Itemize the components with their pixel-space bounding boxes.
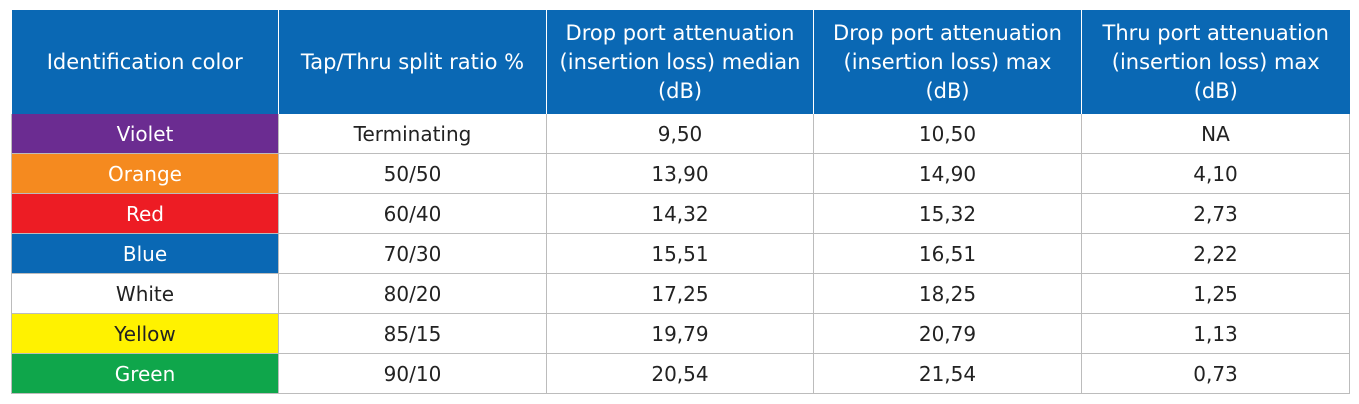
drop-max-cell: 18,25 bbox=[813, 273, 1082, 314]
table-header-row: Identification color Tap/Thru split rati… bbox=[11, 10, 1350, 114]
drop-max-cell: 20,79 bbox=[813, 313, 1082, 354]
drop-median-cell: 15,51 bbox=[546, 233, 814, 274]
thru-max-cell: 1,25 bbox=[1081, 273, 1350, 314]
color-swatch-cell: Green bbox=[11, 353, 279, 394]
attenuation-table-container: Identification color Tap/Thru split rati… bbox=[11, 10, 1350, 394]
color-swatch-cell: Red bbox=[11, 193, 279, 234]
table-row: Yellow 85/15 19,79 20,79 1,13 bbox=[11, 313, 1350, 354]
drop-median-cell: 20,54 bbox=[546, 353, 814, 394]
color-swatch-cell: Orange bbox=[11, 153, 279, 194]
table-row: Violet Terminating 9,50 10,50 NA bbox=[11, 114, 1350, 154]
table-row: Red 60/40 14,32 15,32 2,73 bbox=[11, 193, 1350, 234]
drop-median-cell: 9,50 bbox=[546, 114, 814, 154]
thru-max-cell: NA bbox=[1081, 114, 1350, 154]
table-row: Orange 50/50 13,90 14,90 4,10 bbox=[11, 153, 1350, 194]
header-drop-max: Drop port attenuation (insertion loss) m… bbox=[813, 10, 1082, 114]
split-ratio-cell: 80/20 bbox=[278, 273, 547, 314]
table-row: White 80/20 17,25 18,25 1,25 bbox=[11, 273, 1350, 314]
drop-max-cell: 14,90 bbox=[813, 153, 1082, 194]
header-thru-max: Thru port attenuation (insertion loss) m… bbox=[1081, 10, 1350, 114]
thru-max-cell: 2,22 bbox=[1081, 233, 1350, 274]
drop-max-cell: 21,54 bbox=[813, 353, 1082, 394]
table-row: Green 90/10 20,54 21,54 0,73 bbox=[11, 353, 1350, 394]
table-body: Violet Terminating 9,50 10,50 NA Orange … bbox=[11, 114, 1350, 394]
split-ratio-cell: 90/10 bbox=[278, 353, 547, 394]
drop-max-cell: 10,50 bbox=[813, 114, 1082, 154]
drop-median-cell: 13,90 bbox=[546, 153, 814, 194]
split-ratio-cell: 60/40 bbox=[278, 193, 547, 234]
split-ratio-cell: Terminating bbox=[278, 114, 547, 154]
drop-max-cell: 16,51 bbox=[813, 233, 1082, 274]
color-swatch-cell: White bbox=[11, 273, 279, 314]
drop-median-cell: 14,32 bbox=[546, 193, 814, 234]
drop-max-cell: 15,32 bbox=[813, 193, 1082, 234]
color-swatch-cell: Blue bbox=[11, 233, 279, 274]
header-drop-median: Drop port attenuation (insertion loss) m… bbox=[546, 10, 814, 114]
thru-max-cell: 0,73 bbox=[1081, 353, 1350, 394]
thru-max-cell: 4,10 bbox=[1081, 153, 1350, 194]
table-row: Blue 70/30 15,51 16,51 2,22 bbox=[11, 233, 1350, 274]
split-ratio-cell: 85/15 bbox=[278, 313, 547, 354]
color-swatch-cell: Yellow bbox=[11, 313, 279, 354]
header-split-ratio: Tap/Thru split ratio % bbox=[278, 10, 547, 114]
attenuation-table: Identification color Tap/Thru split rati… bbox=[11, 10, 1350, 394]
drop-median-cell: 19,79 bbox=[546, 313, 814, 354]
split-ratio-cell: 70/30 bbox=[278, 233, 547, 274]
header-identification-color: Identification color bbox=[11, 10, 279, 114]
thru-max-cell: 1,13 bbox=[1081, 313, 1350, 354]
thru-max-cell: 2,73 bbox=[1081, 193, 1350, 234]
drop-median-cell: 17,25 bbox=[546, 273, 814, 314]
split-ratio-cell: 50/50 bbox=[278, 153, 547, 194]
color-swatch-cell: Violet bbox=[11, 114, 279, 154]
